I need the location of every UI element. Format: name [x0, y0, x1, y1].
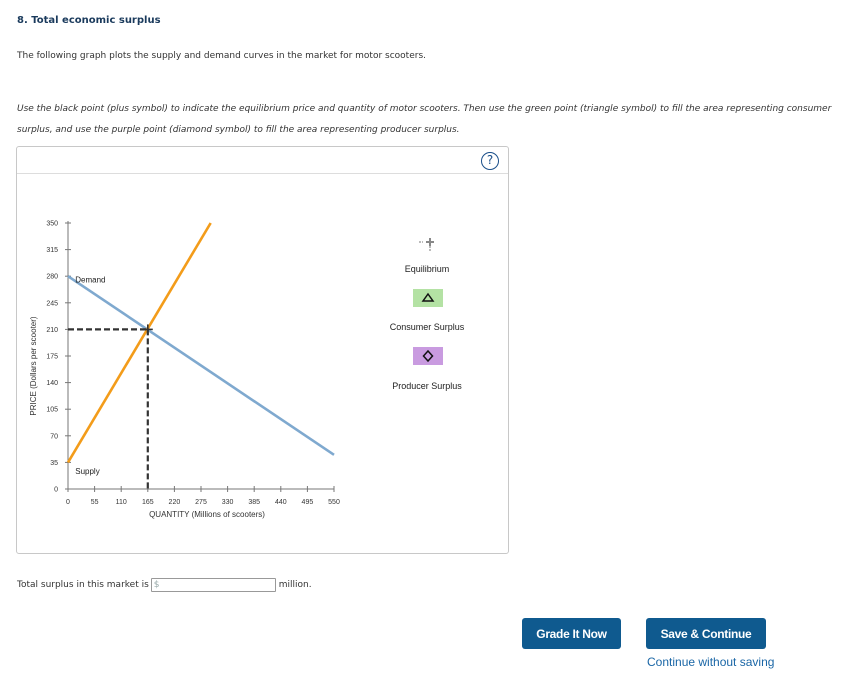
chart-series: Demand Supply — [66, 222, 335, 476]
question-intro: The following graph plots the supply and… — [17, 51, 426, 61]
y-tick-label: 245 — [46, 300, 58, 307]
chart-axes: 0 55 110 165 220 275 330 385 440 495 550 0 35 70 105 14… — [29, 221, 340, 520]
equilibrium-layer[interactable] — [68, 324, 153, 489]
answer-suffix: million. — [278, 580, 312, 590]
consumer-surplus-tool[interactable] — [413, 289, 443, 307]
question-instruction: Use the black point (plus symbol) to ind… — [17, 104, 832, 135]
x-tick-label: 550 — [328, 499, 340, 506]
legend-label-producer-surplus: Producer Surplus — [392, 381, 462, 391]
x-tick-label: 55 — [91, 499, 99, 506]
graph-panel: ? 0 55 110 165 220 275 330 385 440 495 550 0 35 70 105… — [16, 146, 509, 554]
y-axis-label: PRICE (Dollars per scooter) — [29, 316, 38, 415]
supply-demand-chart[interactable]: 0 55 110 165 220 275 330 385 440 495 550 0 35 70 105 14… — [17, 147, 508, 553]
y-tick-label: 105 — [46, 407, 58, 414]
answer-prefix: Total surplus in this market is — [17, 580, 149, 590]
save-continue-button[interactable]: Save & Continue — [646, 618, 766, 649]
y-tick-label: 210 — [46, 327, 58, 334]
x-tick-label: 330 — [222, 499, 234, 506]
producer-surplus-tool[interactable] — [413, 347, 443, 365]
y-tick-label: 315 — [46, 247, 58, 254]
y-tick-label: 0 — [54, 487, 58, 494]
answer-row: Total surplus in this market is $ millio… — [17, 578, 312, 592]
question-title: 8. Total economic surplus — [17, 15, 161, 26]
x-axis-label: QUANTITY (Millions of scooters) — [149, 510, 265, 519]
y-tick-label: 350 — [46, 221, 58, 228]
x-tick-label: 165 — [142, 499, 154, 506]
y-tick-label: 175 — [46, 354, 58, 361]
y-tick-label: 35 — [50, 460, 58, 467]
total-surplus-input[interactable]: $ — [150, 578, 276, 592]
y-tick-label: 70 — [50, 433, 58, 440]
diamond-icon — [422, 349, 434, 363]
curve-demand — [67, 275, 335, 456]
y-tick-label: 140 — [46, 380, 58, 387]
grade-it-now-button[interactable]: Grade It Now — [522, 618, 621, 649]
legend-label-consumer-surplus: Consumer Surplus — [389, 322, 465, 332]
curve-label-supply: Supply — [75, 467, 99, 476]
graph-toolbar-divider — [17, 173, 508, 174]
x-tick-label: 440 — [275, 499, 287, 506]
x-tick-label: 0 — [66, 499, 70, 506]
x-tick-label: 275 — [195, 499, 207, 506]
x-tick-label: 385 — [248, 499, 260, 506]
legend-label-equilibrium: Equilibrium — [404, 264, 450, 274]
continue-without-saving-link[interactable]: Continue without saving — [647, 655, 775, 669]
y-tick-label: 280 — [46, 274, 58, 281]
triangle-icon — [421, 292, 435, 302]
x-tick-label: 110 — [116, 499, 127, 506]
x-tick-label: 495 — [302, 499, 314, 506]
help-icon[interactable]: ? — [481, 152, 499, 170]
curve-supply — [66, 222, 212, 464]
curve-label-demand: Demand — [75, 275, 105, 284]
equilibrium-tool[interactable] — [413, 231, 443, 253]
plus-icon — [419, 238, 434, 251]
x-tick-label: 220 — [169, 499, 181, 506]
